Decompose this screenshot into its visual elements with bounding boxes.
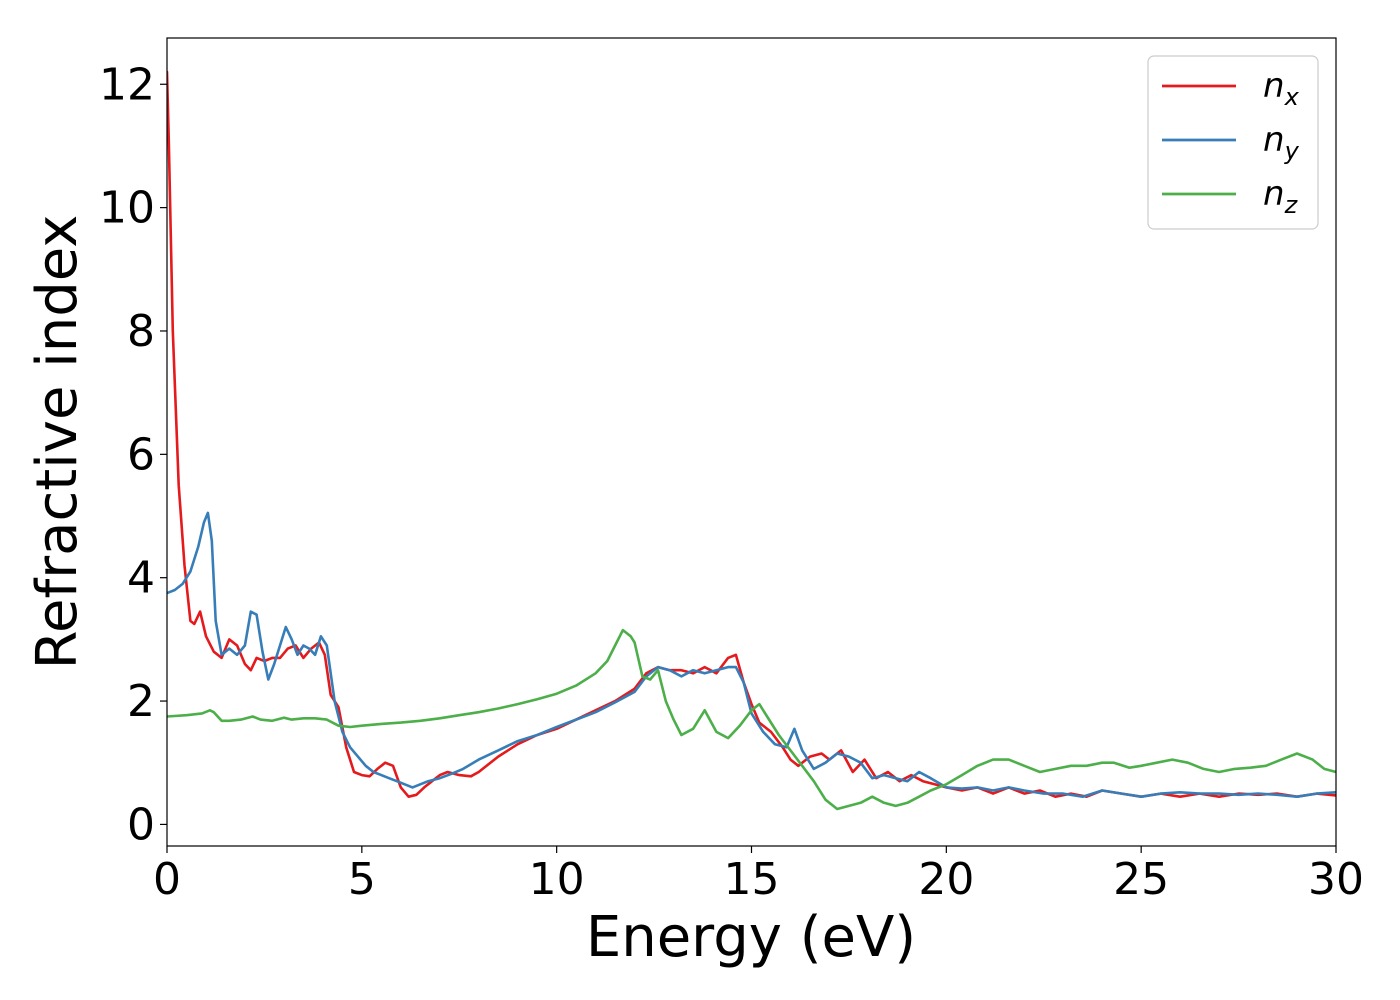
legend-label-subscript: x — [1284, 83, 1300, 111]
legend-label-subscript: z — [1284, 191, 1299, 219]
ticks-layer: 0 5 10 15 20 25 30 0 2 4 6 8 10 12 — [99, 59, 1364, 905]
x-axis-label: Energy (eV) — [586, 905, 916, 970]
series-layer — [167, 70, 1336, 811]
y-axis-label: Refractive index — [25, 215, 90, 670]
legend-label-z: nz — [1263, 174, 1299, 219]
series-line-y — [167, 511, 1336, 798]
x-tick-label: 15 — [724, 854, 780, 905]
y-tick-label: 2 — [127, 676, 155, 727]
y-tick-label: 8 — [127, 306, 155, 357]
y-tick-label: 6 — [127, 429, 155, 480]
legend-label-y: ny — [1263, 120, 1300, 165]
y-tick-label: 10 — [99, 183, 155, 234]
x-tick-label: 30 — [1308, 854, 1364, 905]
x-tick-label: 20 — [918, 854, 974, 905]
series-line-x — [167, 70, 1336, 798]
x-tick-label: 0 — [153, 854, 181, 905]
legend-label-x: nx — [1263, 66, 1300, 111]
series-line-z — [167, 628, 1336, 811]
y-tick-label: 0 — [127, 799, 155, 850]
x-tick-label: 10 — [529, 854, 585, 905]
legend-label-base: n — [1263, 66, 1285, 106]
legend-box — [1147, 55, 1319, 230]
x-tick-label: 5 — [348, 854, 376, 905]
y-tick-label: 12 — [99, 59, 155, 110]
y-tick-label: 4 — [127, 553, 155, 604]
legend-label-base: n — [1263, 120, 1285, 160]
legend-label-base: n — [1263, 174, 1285, 214]
legend-label-subscript: y — [1284, 137, 1300, 165]
x-tick-label: 25 — [1113, 854, 1169, 905]
